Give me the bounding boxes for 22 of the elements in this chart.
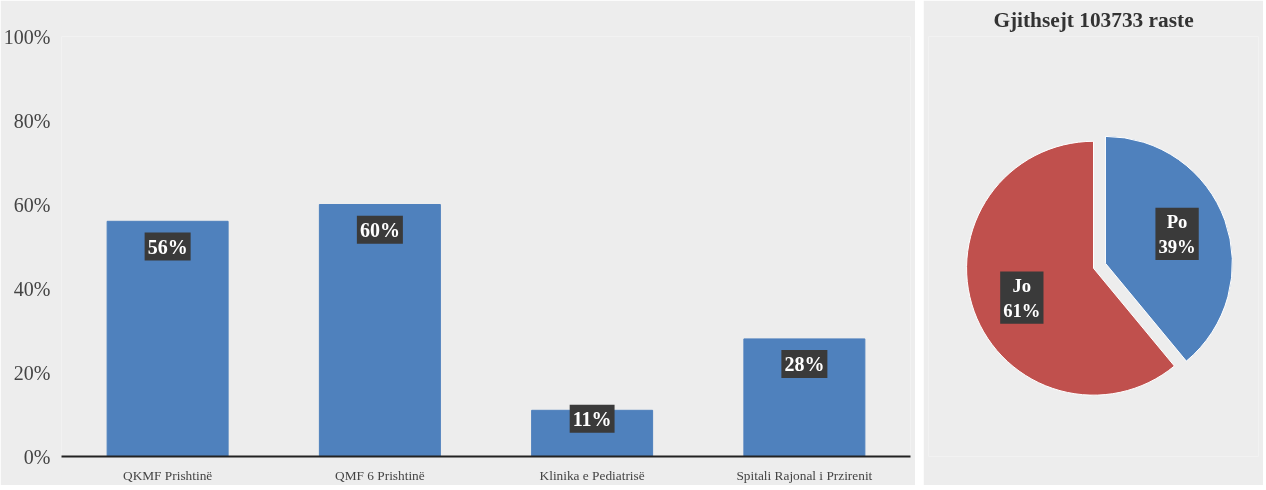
y-tick-label: 100% xyxy=(3,25,51,48)
x-tick-label: QKMF Prishtinë xyxy=(123,467,213,483)
bar xyxy=(318,204,441,457)
bar xyxy=(106,220,229,457)
y-tick-label: 20% xyxy=(13,361,51,384)
slice-label: Jo xyxy=(1012,274,1032,296)
bar xyxy=(743,338,866,457)
y-tick-label: 60% xyxy=(13,193,51,216)
data-label: 11% xyxy=(572,407,612,430)
x-tick-label: QMF 6 Prishtinë xyxy=(335,467,425,483)
x-tick-label: Spitali Rajonal i Przirenit xyxy=(736,467,873,483)
data-label: 28% xyxy=(784,353,825,376)
y-tick-label: 0% xyxy=(23,445,51,468)
x-tick-label: Klinika e Pediatrisë xyxy=(539,467,645,483)
data-label: 39% xyxy=(1158,235,1196,257)
chart-title: Gjithsejt 103733 raste xyxy=(993,7,1194,32)
data-label: 61% xyxy=(1003,299,1041,321)
y-tick-label: 40% xyxy=(13,277,51,300)
y-tick-label: 80% xyxy=(13,109,51,132)
data-label: 56% xyxy=(147,235,188,258)
slice-label: Po xyxy=(1166,210,1188,232)
data-label: 60% xyxy=(359,218,400,241)
